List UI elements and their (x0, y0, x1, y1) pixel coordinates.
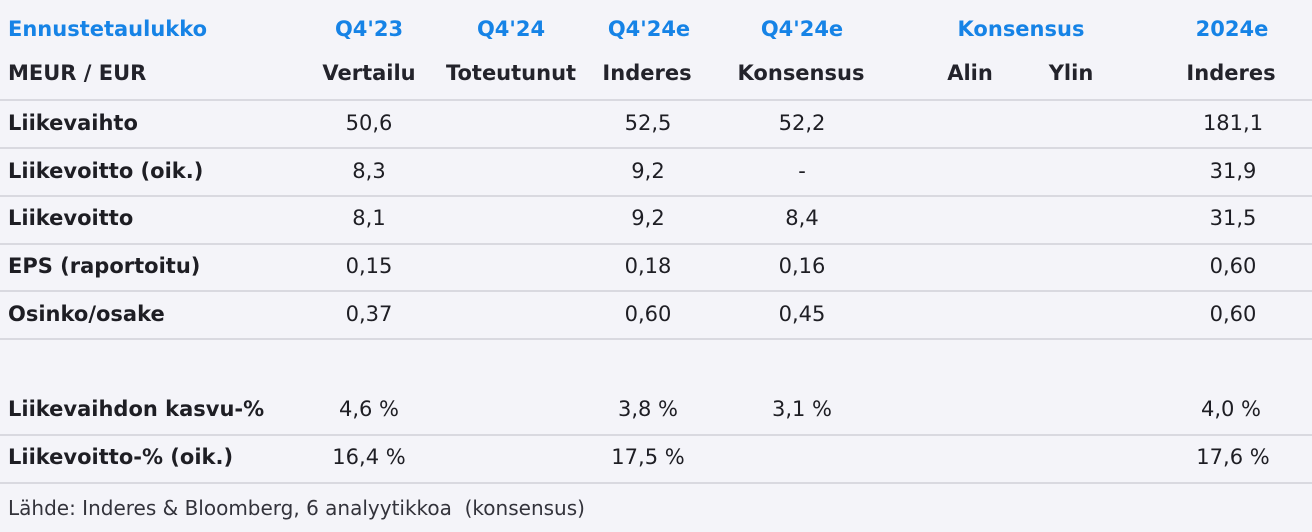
cell-value: 0,18 (624, 254, 672, 278)
col-q424e-inderes-header: Q4'24e (607, 17, 691, 41)
cell-value: 16,4 % (332, 445, 406, 469)
cell-value: 9,2 (631, 159, 665, 183)
cell-value: 0,37 (345, 302, 393, 326)
row-label: Osinko/osake (8, 302, 165, 326)
row-divider (0, 243, 1312, 245)
cell-value: 0,45 (778, 302, 826, 326)
cell-value: 31,9 (1209, 159, 1257, 183)
cell-value: 4,6 % (338, 397, 400, 421)
col-q424-subheader: Toteutunut (445, 61, 577, 85)
row-divider (0, 482, 1312, 484)
cell-value: - (798, 159, 806, 183)
table-title: Ennustetaulukko (8, 17, 208, 41)
col-q424-header: Q4'24 (476, 17, 546, 41)
col-consensus-group-header: Konsensus (957, 17, 1085, 41)
cell-value: 17,5 % (611, 445, 685, 469)
cell-value: 0,60 (624, 302, 672, 326)
cell-value: 50,6 (345, 111, 393, 135)
cell-value: 8,3 (352, 159, 386, 183)
cell-value: 0,15 (345, 254, 393, 278)
cell-value: 0,16 (778, 254, 826, 278)
row-divider (0, 290, 1312, 292)
row-divider (0, 434, 1312, 436)
unit-label: MEUR / EUR (8, 61, 147, 85)
row-divider (0, 195, 1312, 197)
cell-value: 3,8 % (617, 397, 679, 421)
col-q424e-inderes-subheader: Inderes (602, 61, 692, 85)
cell-value: 17,6 % (1196, 445, 1270, 469)
header-divider (0, 99, 1312, 101)
col-q424e-consensus-header: Q4'24e (760, 17, 844, 41)
cell-value: 52,5 (624, 111, 672, 135)
cell-value: 9,2 (631, 206, 665, 230)
cell-value: 0,60 (1209, 254, 1257, 278)
row-divider (0, 338, 1312, 340)
row-label: Liikevaihto (8, 111, 138, 135)
col-2024e-header: 2024e (1195, 17, 1269, 41)
cell-value: 0,60 (1209, 302, 1257, 326)
cell-value: 8,4 (785, 206, 819, 230)
source-note: Lähde: Inderes & Bloomberg, 6 analyytikk… (8, 496, 585, 520)
cell-value: 31,5 (1209, 206, 1257, 230)
col-high-subheader: Ylin (1048, 61, 1094, 85)
cell-value: 8,1 (352, 206, 386, 230)
row-label: Liikevoitto-% (oik.) (8, 445, 234, 469)
col-q423-header: Q4'23 (334, 17, 404, 41)
cell-value: 181,1 (1202, 111, 1264, 135)
row-label: EPS (raportoitu) (8, 254, 201, 278)
col-q424e-consensus-subheader: Konsensus (737, 61, 865, 85)
row-label: Liikevoitto (oik.) (8, 159, 204, 183)
row-label: Liikevaihdon kasvu-% (8, 397, 265, 421)
cell-value: 52,2 (778, 111, 826, 135)
cell-value: 4,0 % (1200, 397, 1262, 421)
row-label: Liikevoitto (8, 206, 134, 230)
col-q423-subheader: Vertailu (322, 61, 416, 85)
col-low-subheader: Alin (947, 61, 993, 85)
row-divider (0, 147, 1312, 149)
col-2024e-subheader: Inderes (1186, 61, 1276, 85)
cell-value: 3,1 % (771, 397, 833, 421)
